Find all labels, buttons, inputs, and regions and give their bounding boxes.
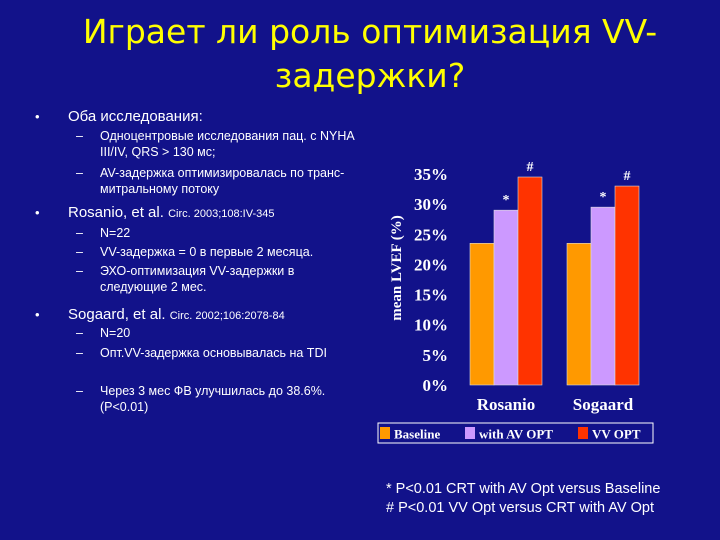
sub-item: – N=22 — [0, 225, 400, 241]
sub-item-text: AV-задержка оптимизировалась по транс-ми… — [100, 166, 345, 196]
bar-with-av-opt-sogaard — [590, 206, 616, 386]
y-tick-label: 15% — [414, 286, 448, 305]
bar-vv-opt-rosanio — [517, 176, 543, 386]
bullet-item-studies: • Оба исследования: — [0, 107, 400, 126]
dash-marker: – — [76, 166, 83, 180]
footnote-1: * P<0.01 CRT with AV Opt versus Baseline — [386, 481, 661, 497]
bullet-item-sogaard: • Sogaard, et al. Circ. 2002;106:2078-84 — [0, 305, 400, 324]
sub-item-text: N=20 — [100, 326, 131, 340]
significance-star: * — [600, 190, 607, 205]
bullet-marker: • — [35, 205, 40, 220]
category-label: Rosanio — [477, 395, 536, 414]
sub-item-text: Через 3 мес ФВ улучшилась до 38.6%. (P<0… — [100, 384, 326, 414]
dash-marker: – — [76, 226, 83, 240]
dash-marker: – — [76, 326, 83, 340]
y-tick-label: 30% — [414, 195, 448, 214]
bullet-list: • Оба исследования: – Одноцентровые иссл… — [0, 107, 400, 414]
slide-title-line1: Играет ли роль оптимизация VV- — [82, 12, 658, 51]
sub-item: – Одноцентровые исследования пац. с NYHA… — [0, 128, 400, 159]
slide-title-line2: задержки? — [274, 56, 466, 95]
y-tick-label: 35% — [414, 165, 448, 184]
bullet-marker: • — [35, 307, 40, 322]
legend-label: with AV OPT — [479, 427, 553, 442]
y-tick-label: 10% — [414, 316, 448, 335]
y-tick-label: 20% — [414, 255, 448, 274]
dash-marker: – — [76, 245, 83, 259]
sub-item-text: N=22 — [100, 226, 131, 240]
bar-with-av-opt-rosanio — [493, 209, 519, 386]
bullet-marker: • — [35, 109, 40, 124]
significance-star: * — [503, 193, 510, 208]
sub-item-text: Одноцентровые исследования пац. с NYHA I… — [100, 129, 355, 159]
footnotes: * P<0.01 CRT with AV Opt versus Baseline… — [386, 480, 660, 518]
bullet-item-rosanio: • Rosanio, et al. Circ. 2003;108:IV-345 — [0, 203, 400, 222]
dash-marker: – — [76, 346, 83, 360]
sub-item: – ЭХО-оптимизация VV-задержки в следующи… — [0, 263, 400, 294]
legend-swatch — [465, 427, 475, 439]
footnote-2: # P<0.01 VV Opt versus CRT with AV Opt — [386, 500, 654, 516]
significance-hash: # — [624, 169, 631, 184]
sub-item-text: ЭХО-оптимизация VV-задержки в следующие … — [100, 264, 295, 294]
sub-item-text: Опт.VV-задержка основывалась на TDI — [100, 346, 327, 360]
legend-swatch — [578, 427, 588, 439]
bar-vv-opt-sogaard — [614, 185, 640, 386]
citation-text: Circ. 2003;108:IV-345 — [168, 208, 275, 220]
sub-item: – N=20 — [0, 325, 400, 341]
legend-label: Baseline — [394, 427, 440, 442]
legend-box — [377, 422, 654, 444]
sub-item: – VV-задержка = 0 в первые 2 месяца. — [0, 244, 400, 260]
category-label: Sogaard — [573, 395, 634, 414]
sub-item-text: VV-задержка = 0 в первые 2 месяца. — [100, 245, 314, 259]
dash-marker: – — [76, 384, 83, 398]
sub-item: – Через 3 мес ФВ улучшилась до 38.6%. (P… — [0, 383, 400, 414]
sub-item: – Опт.VV-задержка основывалась на TDI — [0, 345, 400, 361]
sub-item: – AV-задержка оптимизировалась по транс-… — [0, 165, 400, 196]
bar-baseline-rosanio — [469, 243, 495, 386]
y-tick-label: 25% — [414, 225, 448, 244]
dash-marker: – — [76, 264, 83, 278]
slide-title: Играет ли роль оптимизация VV- задержки? — [40, 10, 700, 98]
legend-swatch — [380, 427, 390, 439]
bullet-text: Sogaard, et al. — [68, 306, 170, 323]
legend-label: VV OPT — [592, 427, 641, 442]
y-axis-label: mean LVEF (%) — [389, 215, 405, 321]
bullet-text: Оба исследования: — [68, 108, 203, 125]
bar-baseline-sogaard — [566, 243, 592, 386]
bullet-text: Rosanio, et al. — [68, 204, 169, 221]
y-tick-label: 0% — [423, 376, 449, 395]
citation-text: Circ. 2002;106:2078-84 — [169, 310, 285, 322]
dash-marker: – — [76, 129, 83, 143]
significance-hash: # — [527, 160, 534, 175]
y-tick-label: 5% — [423, 346, 449, 365]
